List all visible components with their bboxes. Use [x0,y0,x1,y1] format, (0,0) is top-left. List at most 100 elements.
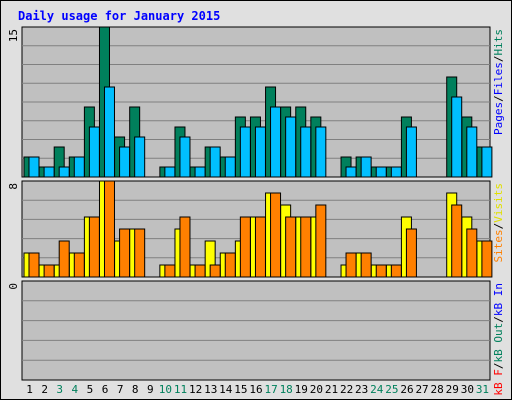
x-tick-label: 26 [400,383,413,396]
legend-separator: / [492,363,505,370]
bar-files-day-24 [375,166,387,178]
legend-item-sites: Sites [492,229,505,262]
bar-sites-day-29 [451,204,463,278]
legend-separator: / [492,223,505,230]
x-tick-label: 12 [189,383,202,396]
panel-visits-sites: 8 Sites/Visits [7,180,505,278]
bar-sites-day-31 [481,240,493,278]
legend-item-kb-in: kB In [492,283,505,316]
bar-files-day-30 [466,126,478,178]
bar-files-day-15 [239,126,251,178]
bar-sites-day-2 [43,264,55,278]
bar-sites-day-23 [360,252,372,278]
bar-files-day-7 [119,146,131,178]
legend-item-kb-out: kB Out [492,323,505,363]
x-tick-label: 30 [461,383,474,396]
bar-sites-day-26 [405,228,417,278]
bar-files-day-8 [134,136,146,178]
bar-files-day-25 [390,166,402,178]
bar-files-day-22 [345,166,357,178]
bar-sites-day-4 [73,252,85,278]
bar-sites-day-11 [179,216,191,278]
bar-sites-day-24 [375,264,387,278]
bar-files-day-14 [224,156,236,178]
legend-item-pages: Pages [492,102,505,135]
x-tick-label: 27 [415,383,428,396]
x-tick-label: 4 [72,383,79,396]
bar-sites-day-17 [270,192,282,278]
bar-files-day-16 [254,126,266,178]
x-tick-label: 8 [132,383,139,396]
bar-sites-day-16 [254,216,266,278]
bar-sites-day-30 [466,228,478,278]
x-tick-label: 18 [280,383,293,396]
x-tick-label: 20 [310,383,323,396]
bar-files-day-23 [360,156,372,178]
bar-files-day-18 [285,116,297,178]
bar-sites-day-22 [345,252,357,278]
panel-legend: kB F/kB Out/kB In [492,283,505,396]
bar-sites-day-19 [300,216,312,278]
bar-files-day-12 [194,166,206,178]
x-tick-label: 9 [147,383,154,396]
legend-separator: / [492,56,505,63]
x-tick-label: 7 [117,383,124,396]
panel-legend: Sites/Visits [492,183,505,263]
bar-files-day-2 [43,166,55,178]
bar-sites-day-8 [134,228,146,278]
legend-item-kb-f: kB F [492,369,505,396]
bar-files-day-29 [451,96,463,178]
bar-files-day-4 [73,156,85,178]
bar-sites-day-13 [209,264,221,278]
x-tick-label: 17 [264,383,277,396]
x-tick-label: 24 [370,383,384,396]
bar-files-day-1 [28,156,40,178]
legend-separator: / [492,95,505,102]
x-tick-label: 13 [204,383,217,396]
y-scale-label: 8 [7,183,20,190]
x-tick-label: 3 [56,383,63,396]
bar-files-day-10 [164,166,176,178]
x-tick-label: 31 [476,383,489,396]
bar-sites-day-25 [390,264,402,278]
x-tick-label: 1 [26,383,33,396]
bar-files-day-26 [405,126,417,178]
x-tick-label: 25 [385,383,398,396]
bar-files-day-3 [58,166,70,178]
x-tick-label: 22 [340,383,353,396]
x-tick-label: 15 [234,383,247,396]
x-tick-label: 16 [249,383,262,396]
x-tick-label: 28 [431,383,444,396]
legend-item-visits: Visits [492,183,505,223]
y-scale-label: 0 [7,283,20,290]
bar-sites-day-5 [88,216,100,278]
bar-files-day-19 [300,126,312,178]
x-tick-label: 23 [355,383,368,396]
bar-files-day-13 [209,146,221,178]
bar-sites-day-18 [285,216,297,278]
x-tick-label: 14 [219,383,233,396]
x-tick-label: 2 [41,383,48,396]
x-tick-label: 5 [87,383,94,396]
bar-sites-day-15 [239,216,251,278]
bar-sites-day-3 [58,240,70,278]
legend-item-hits: Hits [492,29,505,56]
panel-legend: Pages/Files/Hits [492,29,505,135]
x-tick-label: 19 [295,383,308,396]
x-tick-label: 10 [159,383,172,396]
legend-separator: / [492,316,505,323]
x-axis-day-labels: 1 2 3 4 5 6 7 8 9 10 11 12 13 14 15 16 17 18 19 20 21 22 23 24 2… [26,383,489,396]
x-tick-label: 29 [446,383,459,396]
bar-sites-day-20 [315,204,327,278]
bar-sites-day-6 [103,180,115,278]
x-tick-label: 6 [102,383,109,396]
x-tick-label: 11 [174,383,187,396]
bar-sites-day-7 [119,228,131,278]
bar-sites-day-14 [224,252,236,278]
bar-sites-day-10 [164,264,176,278]
bar-files-day-5 [88,126,100,178]
bar-files-day-31 [481,146,493,178]
